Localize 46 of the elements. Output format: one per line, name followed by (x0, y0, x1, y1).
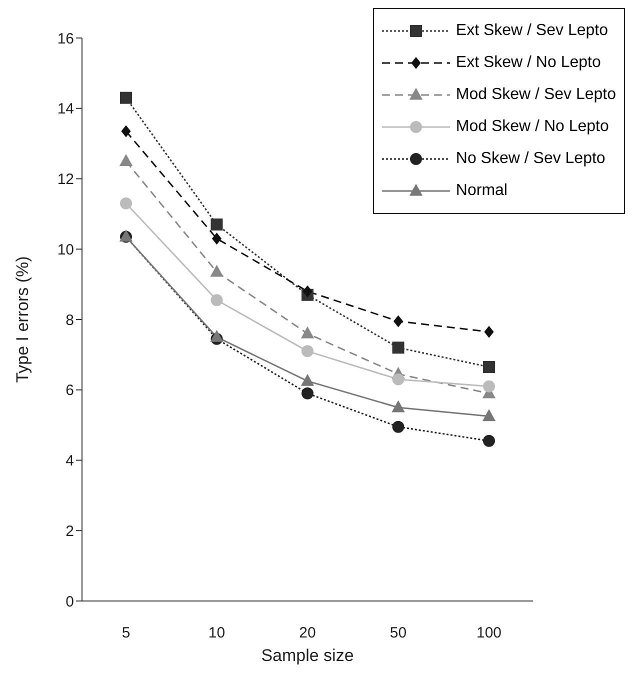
point (302, 285, 312, 298)
y-tick-label: 4 (66, 452, 74, 470)
point (392, 373, 404, 386)
point (392, 400, 405, 412)
point (210, 264, 224, 277)
legend-label: Mod Skew / No Lepto (456, 118, 609, 136)
point (302, 345, 314, 358)
point (210, 294, 223, 306)
legend-label: Normal (456, 182, 508, 200)
point (120, 92, 132, 104)
y-tick-label: 14 (57, 100, 74, 118)
y-tick-label: 2 (66, 522, 74, 540)
point (482, 409, 496, 422)
y-tick-label: 8 (66, 312, 74, 329)
y-axis-title: Type I errors (%) (13, 256, 32, 383)
legend-label: Ext Skew / Sev Lepto (456, 22, 608, 40)
legend-label: Mod Skew / Sev Lepto (456, 86, 616, 104)
point (121, 125, 131, 138)
point (210, 330, 224, 342)
point (120, 197, 132, 210)
x-tick-label: 5 (122, 624, 130, 642)
y-tick-label: 16 (57, 30, 74, 48)
point (119, 154, 133, 166)
point (300, 326, 314, 338)
point (392, 342, 404, 354)
y-tick-label: 10 (57, 241, 74, 258)
x-tick-label: 20 (299, 624, 316, 642)
point (210, 218, 223, 230)
point (483, 361, 495, 374)
y-tick-label: 12 (57, 171, 74, 188)
point (393, 315, 404, 328)
y-tick-label: 0 (66, 593, 74, 610)
legend-label: Ext Skew / No Lepto (456, 54, 601, 72)
point (484, 326, 494, 338)
point (212, 232, 222, 245)
point (300, 374, 314, 386)
legend-label: No Skew / Sev Lepto (456, 150, 606, 168)
point (483, 380, 495, 392)
point (483, 434, 495, 447)
y-tick-label: 6 (66, 382, 74, 400)
point (392, 420, 404, 433)
x-tick-label: 100 (476, 624, 502, 642)
x-tick-label: 10 (208, 624, 226, 642)
x-tick-label: 50 (390, 624, 407, 642)
x-axis-title: Sample size (261, 646, 354, 665)
point (302, 387, 314, 400)
